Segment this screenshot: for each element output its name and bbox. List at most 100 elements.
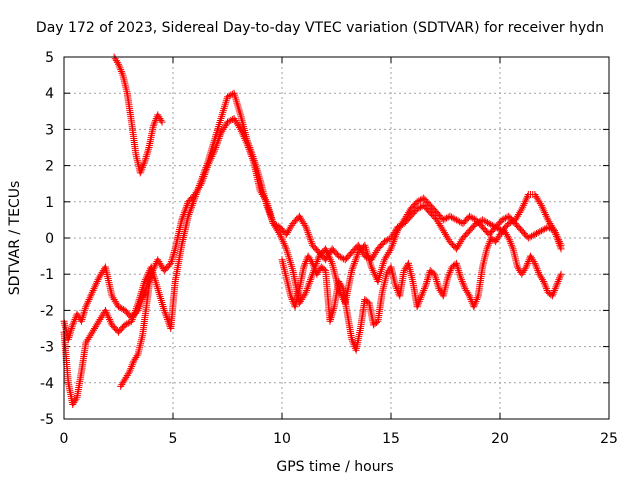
data-point: [389, 239, 397, 247]
data-point: [383, 270, 391, 278]
data-point: [457, 219, 465, 227]
data-point: [501, 229, 509, 237]
data-point: [454, 265, 462, 273]
data-point: [454, 217, 462, 225]
data-point: [452, 216, 460, 224]
data-point: [327, 315, 335, 323]
data-point: [446, 212, 454, 220]
data-point: [304, 252, 312, 260]
data-point: [168, 254, 176, 262]
data-point: [104, 312, 112, 320]
data-point: [372, 318, 380, 326]
data-point: [371, 250, 379, 258]
data-point: [326, 254, 334, 262]
data-point: [515, 265, 523, 273]
data-point: [538, 203, 546, 211]
data-point: [97, 314, 105, 322]
data-point: [420, 285, 428, 293]
data-point: [401, 214, 409, 222]
data-point: [438, 225, 446, 233]
data-point: [81, 306, 89, 314]
data-point: [143, 151, 151, 159]
data-point: [540, 279, 548, 287]
data-point: [390, 236, 398, 244]
data-point: [505, 220, 513, 228]
data-point: [513, 263, 521, 271]
data-point: [533, 194, 541, 202]
data-point: [352, 254, 360, 262]
data-point: [508, 241, 516, 249]
data-point: [170, 250, 178, 258]
data-point: [541, 225, 549, 233]
data-point: [533, 265, 541, 273]
data-point: [115, 303, 122, 311]
data-point: [263, 201, 271, 209]
data-point: [548, 223, 556, 231]
data-point: [307, 274, 315, 282]
data-point: [265, 207, 273, 215]
data-point: [140, 160, 148, 168]
data-point: [144, 145, 152, 153]
data-point: [141, 156, 149, 164]
data-point: [298, 216, 306, 224]
data-point: [554, 238, 562, 246]
data-point: [189, 198, 197, 206]
data-point: [465, 212, 473, 220]
data-point: [540, 277, 548, 285]
data-point: [549, 290, 557, 298]
data-point: [463, 288, 471, 296]
data-point: [467, 213, 475, 221]
data-point: [91, 283, 99, 291]
data-point: [295, 212, 303, 220]
data-point: [443, 232, 451, 240]
data-point: [283, 229, 291, 237]
data-point: [203, 160, 211, 168]
data-point: [168, 256, 176, 264]
data-point: [279, 238, 287, 246]
data-point: [82, 339, 90, 347]
data-point: [526, 233, 534, 241]
data-point: [536, 272, 544, 280]
y-tick-label: 4: [45, 86, 54, 102]
data-point: [193, 189, 201, 197]
data-point: [160, 306, 168, 314]
data-point: [154, 111, 162, 119]
data-point: [71, 397, 79, 405]
data-point: [386, 247, 394, 255]
y-tick-label: -1: [40, 267, 54, 283]
data-point: [224, 93, 231, 101]
data-point: [271, 223, 279, 231]
data-point: [111, 297, 119, 305]
data-point: [150, 120, 158, 128]
data-point: [519, 268, 527, 276]
data-point: [484, 241, 492, 249]
chart-title: Day 172 of 2023, Sidereal Day-to-day VTE…: [36, 20, 604, 36]
data-point: [121, 321, 129, 329]
data-point: [498, 216, 506, 224]
data-point: [395, 225, 403, 233]
data-point: [83, 301, 91, 309]
data-point: [263, 203, 271, 211]
data-point: [133, 303, 141, 311]
data-point: [459, 279, 467, 287]
data-point: [458, 277, 466, 285]
data-point: [85, 296, 93, 304]
data-point: [394, 227, 402, 235]
data-point: [94, 319, 102, 327]
data-point: [537, 227, 545, 235]
data-point: [434, 283, 442, 291]
data-point: [304, 283, 312, 291]
data-point: [88, 290, 96, 298]
data-point: [118, 381, 126, 389]
data-point: [417, 294, 425, 302]
data-point: [220, 124, 228, 132]
data-point: [121, 375, 129, 383]
data-point: [79, 314, 87, 322]
data-point: [552, 283, 560, 291]
data-point: [508, 218, 516, 226]
data-point: [354, 241, 362, 249]
data-point: [441, 215, 449, 223]
data-point: [246, 144, 254, 151]
data-point: [136, 169, 144, 177]
data-point: [155, 113, 163, 121]
